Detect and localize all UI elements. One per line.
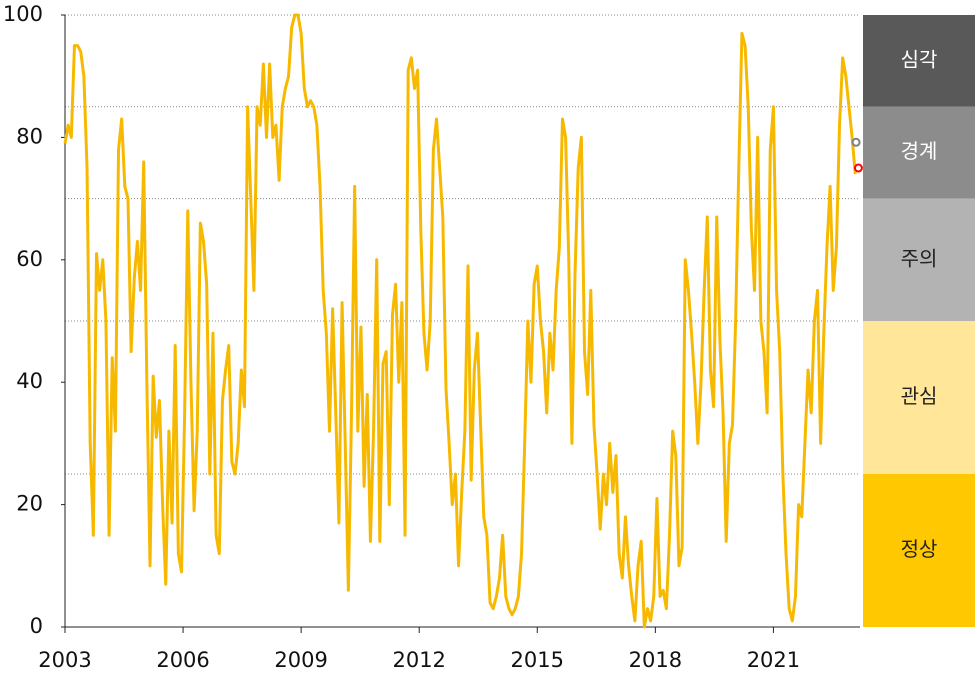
y-tick-label: 60: [16, 247, 43, 271]
y-tick-label: 0: [30, 614, 43, 638]
x-tick-label: 2009: [274, 648, 327, 672]
y-tick-label: 40: [16, 369, 43, 393]
band-label: 주의: [901, 246, 938, 270]
x-tick-label: 2006: [156, 648, 209, 672]
x-tick-label: 2003: [38, 648, 91, 672]
y-tick-label: 20: [16, 492, 43, 516]
y-tick-label: 80: [16, 124, 43, 148]
band-label: 경계: [901, 139, 938, 163]
band-label: 심각: [901, 47, 938, 71]
risk-band: [863, 198, 975, 321]
x-tick-label: 2018: [629, 648, 682, 672]
band-label: 관심: [901, 384, 938, 408]
risk-band: [863, 106, 975, 199]
risk-band: [863, 321, 975, 474]
x-tick-label: 2021: [747, 648, 800, 672]
band-label: 정상: [901, 537, 938, 561]
end-marker: [853, 163, 863, 173]
x-tick-label: 2015: [511, 648, 564, 672]
series-line: [63, 13, 857, 629]
risk-band: [863, 15, 975, 107]
risk-band: [863, 474, 975, 627]
y-tick-label: 100: [3, 2, 43, 26]
end-marker: [851, 137, 861, 147]
x-tick-label: 2012: [392, 648, 445, 672]
